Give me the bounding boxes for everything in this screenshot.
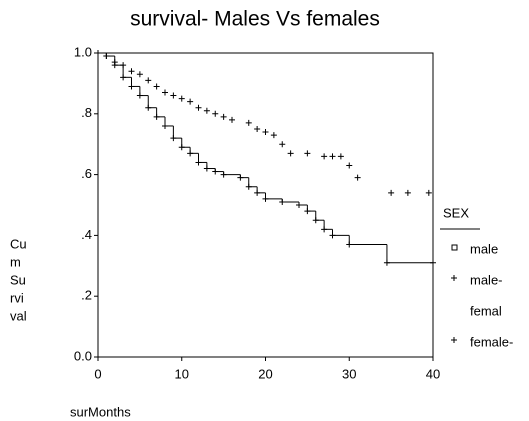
censor-mark <box>153 113 160 120</box>
censor-mark <box>312 217 319 224</box>
legend-title: SEX <box>443 205 469 220</box>
y-tick-label: .8 <box>81 105 92 120</box>
censor-mark <box>128 68 135 75</box>
y-axis-label: m <box>10 254 21 269</box>
censor-mark <box>203 107 210 114</box>
censor-mark <box>383 259 390 266</box>
censor-mark <box>229 116 235 123</box>
y-axis-label: Cu <box>10 236 27 251</box>
censor-mark <box>212 168 219 175</box>
legend-symbol <box>451 337 457 343</box>
censor-mark <box>120 74 127 81</box>
legend-label: male <box>470 241 498 256</box>
censor-mark <box>425 189 432 196</box>
x-tick-label: 40 <box>426 366 440 381</box>
x-axis-label: surMonths <box>70 404 131 419</box>
censor-mark <box>262 195 269 202</box>
censor-mark <box>153 83 160 90</box>
censor-mark <box>120 62 127 69</box>
censor-mark <box>287 150 294 157</box>
censor-mark <box>279 141 286 148</box>
censor-mark <box>254 126 261 132</box>
censor-mark <box>262 129 269 136</box>
censor-mark <box>195 104 202 111</box>
y-tick-label: .6 <box>81 166 92 181</box>
y-axis-label: val <box>10 308 27 323</box>
censor-mark <box>346 241 353 248</box>
censor-mark <box>430 259 436 266</box>
x-tick-label: 0 <box>94 366 101 381</box>
censor-mark <box>136 92 143 99</box>
censor-mark <box>162 89 168 96</box>
censor-mark <box>337 153 344 160</box>
censor-mark <box>404 189 411 196</box>
censor-mark <box>321 153 328 160</box>
censor-mark <box>111 59 118 66</box>
censor-mark <box>329 153 336 160</box>
censor-mark <box>170 92 177 99</box>
censor-mark <box>354 174 361 181</box>
y-tick-label: 1.0 <box>74 44 92 59</box>
censor-mark <box>178 144 185 151</box>
censor-mark <box>136 71 143 78</box>
censor-mark <box>178 95 185 102</box>
censor-mark <box>279 198 286 205</box>
censor-mark <box>145 104 152 111</box>
censor-mark <box>296 202 302 208</box>
censor-mark <box>187 98 194 105</box>
censor-mark <box>103 53 110 60</box>
censor-mark <box>346 162 353 169</box>
censor-mark <box>195 159 202 166</box>
chart-title: survival- Males Vs females <box>130 8 380 31</box>
y-axis-label: Su <box>10 272 26 287</box>
x-tick-label: 10 <box>175 366 189 381</box>
legend-symbol <box>451 244 458 251</box>
censor-mark <box>245 119 252 126</box>
censor-mark <box>203 165 210 172</box>
censor-mark <box>321 226 328 233</box>
censor-mark <box>220 171 227 178</box>
censor-mark <box>212 110 219 117</box>
censor-mark <box>95 50 101 56</box>
censor-mark <box>170 135 177 142</box>
legend-label: male- <box>470 272 503 287</box>
censor-mark <box>128 83 135 90</box>
y-axis-label: rvi <box>10 290 24 305</box>
censor-mark <box>145 77 152 84</box>
censor-mark <box>304 150 311 157</box>
y-tick-label: .2 <box>81 288 92 303</box>
censor-mark <box>237 174 244 181</box>
censor-mark <box>254 189 261 196</box>
legend-label: female- <box>470 334 513 349</box>
censor-mark <box>304 208 311 215</box>
legend-label: femal <box>470 303 502 318</box>
censor-mark <box>388 189 395 196</box>
censor-mark <box>220 113 227 120</box>
censor-mark <box>245 183 252 190</box>
legend-symbol <box>451 275 457 281</box>
y-tick-label: .4 <box>81 227 92 242</box>
y-tick-label: 0.0 <box>74 348 92 363</box>
x-tick-label: 30 <box>342 366 356 381</box>
censor-mark <box>329 232 336 239</box>
x-tick-label: 20 <box>258 366 272 381</box>
censor-mark <box>187 150 194 157</box>
censor-mark <box>162 122 168 129</box>
censor-mark <box>270 132 277 139</box>
